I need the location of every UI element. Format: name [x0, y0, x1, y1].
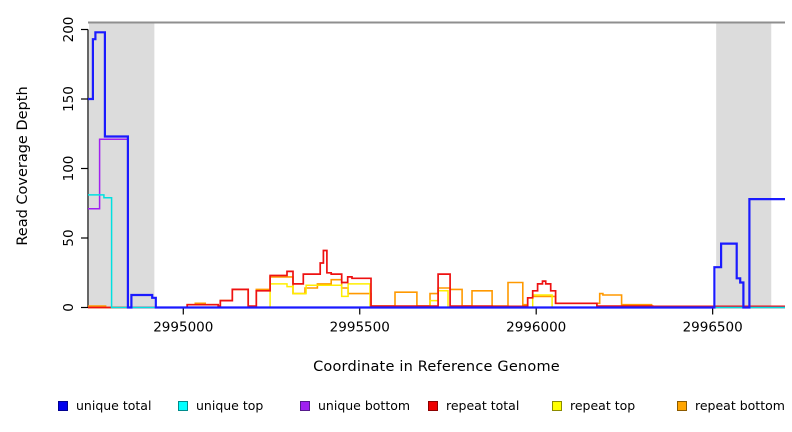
series-repeat-total: [88, 249, 785, 309]
x-tick-label: 2996000: [506, 320, 566, 336]
legend-item-repeat-total: repeat total: [428, 398, 519, 413]
legend-item-repeat-top: repeat top: [552, 398, 635, 413]
legend-swatch-repeat-total: [428, 400, 438, 411]
y-tick-label: 200: [61, 17, 77, 43]
series-unique-bottom: [88, 138, 785, 309]
x-tick-label: 2995000: [153, 320, 213, 336]
series-unique-top: [88, 194, 785, 309]
legend-label: unique total: [76, 398, 152, 413]
x-axis-title: Coordinate in Reference Genome: [313, 359, 560, 375]
x-tick-label: 2996500: [683, 320, 743, 336]
y-tick-label: 100: [61, 156, 77, 182]
y-tick-label: 50: [61, 229, 77, 246]
y-tick-label: 150: [61, 86, 77, 112]
legend-item-repeat-bottom: repeat bottom: [677, 398, 785, 413]
legend-item-unique-top: unique top: [178, 398, 263, 413]
legend-item-unique-bottom: unique bottom: [300, 398, 410, 413]
x-tick-label: 2995500: [330, 320, 390, 336]
legend-swatch-repeat-bottom: [677, 400, 687, 411]
legend-label: repeat total: [446, 398, 520, 413]
series-unique-total: [88, 31, 785, 309]
legend-swatch-unique-total: [58, 400, 68, 411]
shaded-regions: [89, 22, 772, 308]
legend-label: repeat top: [570, 398, 636, 413]
coverage-series: [88, 31, 785, 309]
x-axis-ticks: 2995000 2995500 2996000 2996500: [153, 307, 743, 336]
legend-label: repeat bottom: [695, 398, 785, 413]
y-axis-ticks: 0 50 100 150 200: [61, 17, 88, 312]
axes: [87, 29, 785, 309]
y-tick-label: 0: [61, 303, 77, 312]
legend-label: unique bottom: [318, 398, 411, 413]
legend-swatch-unique-top: [178, 400, 188, 411]
legend: unique total unique top unique bottom re…: [0, 398, 792, 416]
legend-swatch-unique-bottom: [300, 400, 310, 411]
series-repeat-bottom: [88, 276, 785, 309]
legend-item-unique-total: unique total: [58, 398, 151, 413]
legend-label: unique top: [196, 398, 264, 413]
y-axis-title: Read Coverage Depth: [15, 86, 31, 246]
legend-swatch-repeat-top: [552, 400, 562, 411]
